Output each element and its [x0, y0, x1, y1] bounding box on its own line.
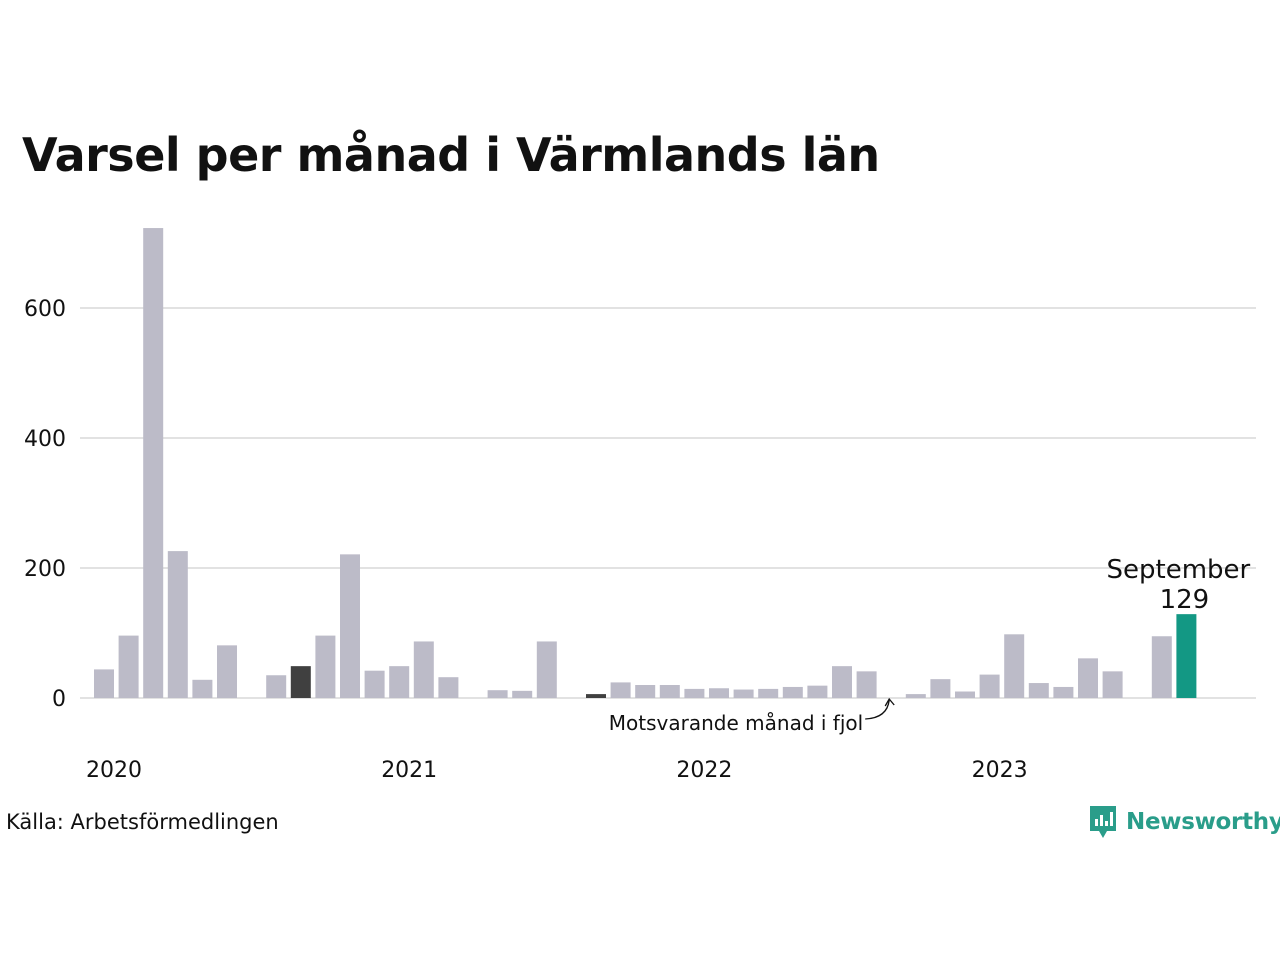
bar-2021-05 — [487, 690, 508, 698]
bar-2020-02 — [118, 635, 139, 698]
bar-2020-09 — [290, 666, 311, 698]
bar-2022-02 — [709, 688, 729, 698]
grid-lines — [80, 307, 1256, 699]
bar-2021-11 — [635, 685, 656, 698]
bar-2020-12 — [364, 670, 385, 698]
bar-2020-11 — [340, 554, 360, 698]
bar-2022-07 — [832, 666, 852, 698]
bar-2020-01 — [94, 669, 114, 698]
y-tick-label: 400 — [24, 427, 66, 452]
bar-2022-06 — [807, 685, 828, 698]
bar-2022-12 — [955, 691, 975, 698]
bar-2021-09 — [586, 694, 606, 698]
x-tick-label: 2021 — [381, 758, 437, 783]
axis-labels: 0 200 400 600 2020 2021 2022 2023 — [24, 297, 1028, 783]
prior-year-label: Motsvarande månad i fjol — [609, 711, 863, 735]
bar-2021-01 — [389, 666, 410, 698]
source-note: Källa: Arbetsförmedlingen — [6, 810, 279, 834]
bar-2023-02 — [1004, 634, 1025, 698]
bar-2022-01 — [684, 688, 705, 698]
bar-2020-05 — [192, 679, 213, 698]
bar-2021-02 — [413, 641, 434, 698]
bar-2022-05 — [782, 686, 803, 698]
current-month-label: September — [1107, 555, 1251, 585]
bar-2022-08 — [856, 671, 877, 698]
bar-2022-03 — [733, 689, 754, 698]
bar-2020-04 — [167, 551, 188, 698]
bar-2021-06 — [512, 690, 533, 698]
prior-year-arrowhead — [884, 697, 895, 707]
bar-2020-08 — [266, 675, 287, 698]
bar-2022-11 — [930, 679, 951, 698]
y-tick-label: 0 — [52, 687, 66, 712]
bar-2023-04 — [1053, 686, 1074, 698]
bar-2023-03 — [1028, 683, 1049, 698]
y-tick-label: 200 — [24, 557, 66, 582]
brand-logo: Newsworthy — [1088, 804, 1280, 840]
bar-2020-03 — [143, 228, 164, 699]
bar-2021-03 — [438, 677, 459, 698]
bar-2021-10 — [610, 682, 631, 698]
current-value-label: 129 — [1160, 585, 1210, 615]
brand-name: Newsworthy — [1126, 809, 1280, 835]
x-tick-label: 2023 — [972, 758, 1028, 783]
bar-2021-07 — [536, 641, 557, 698]
newsworthy-logo-icon — [1090, 806, 1116, 838]
bar-2020-10 — [315, 635, 336, 698]
bar-2023-08 — [1151, 636, 1172, 698]
x-tick-label: 2022 — [676, 758, 732, 783]
bar-2022-10 — [905, 694, 926, 698]
y-tick-label: 600 — [24, 297, 66, 322]
bar-2023-05 — [1078, 658, 1098, 698]
bar-2023-01 — [979, 674, 1000, 698]
x-tick-label: 2020 — [86, 758, 142, 783]
bars — [94, 228, 1197, 699]
bar-2023-09 — [1176, 614, 1197, 698]
prior-year-arrow — [865, 699, 890, 720]
bar-2023-06 — [1102, 671, 1123, 698]
bar-2021-12 — [659, 685, 680, 698]
page-title: Varsel per månad i Värmlands län — [22, 128, 880, 182]
bar-2020-06 — [217, 645, 237, 698]
bar-2022-04 — [758, 688, 779, 698]
